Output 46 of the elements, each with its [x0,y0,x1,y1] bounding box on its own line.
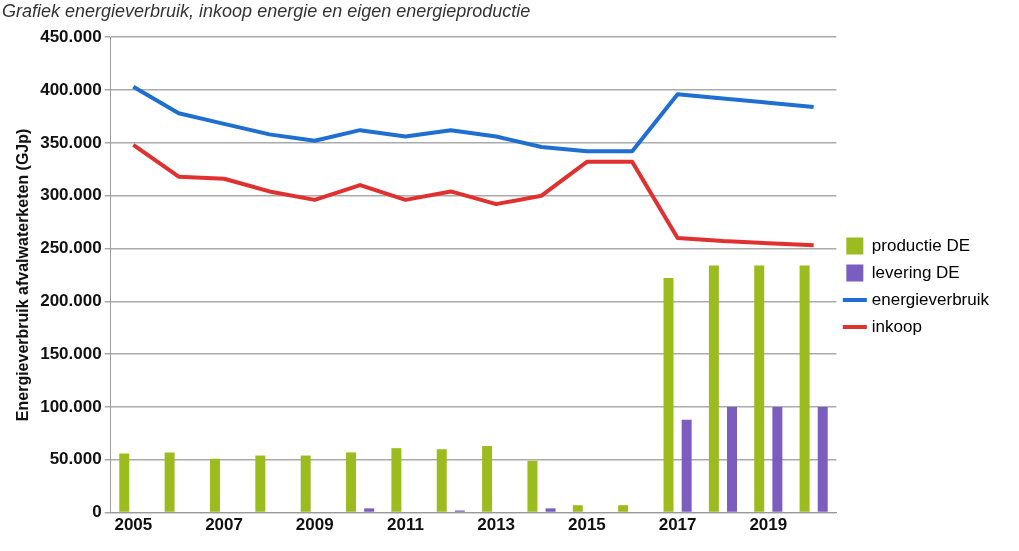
y-tick-label: 350.000 [40,132,102,152]
bar [364,508,375,512]
x-tick-label: 2007 [205,515,243,535]
bar [164,452,175,512]
bar [527,460,538,512]
bar [572,505,583,512]
y-axis-title: Energieverbruik afvalwaterketen (GJp) [14,128,32,422]
bar [482,446,493,512]
y-tick-label: 450.000 [40,26,102,46]
y-tick-label: 200.000 [40,291,102,310]
bar [681,419,692,512]
legend-label: inkoop [871,316,922,336]
y-tick-label: 100.000 [40,396,102,416]
bar [300,455,311,512]
x-tick-label: 2009 [295,515,334,535]
x-tick-label: 2011 [387,515,424,535]
y-tick-label: 400.000 [40,79,102,99]
y-tick-label: 300.000 [40,185,102,205]
bar [754,265,765,512]
y-tick-label: 50.000 [49,449,102,469]
bar [209,458,220,512]
bar [545,508,556,512]
bar [708,265,719,512]
legend-label: productie DE [871,235,971,255]
bar [799,265,810,512]
bar [817,406,828,512]
x-tick-label: 2019 [749,515,788,535]
bar [255,455,266,512]
x-tick-label: 2005 [114,515,153,535]
bar [391,448,402,512]
y-tick-label: 150.000 [40,343,102,363]
x-tick-label: 2017 [658,515,697,535]
bar [436,449,447,512]
bar [727,406,737,512]
bar [346,452,357,512]
legend-label: levering DE [871,262,960,282]
bar [618,505,629,512]
y-tick-label: 0 [92,502,102,522]
y-tick-label: 250.000 [40,238,102,258]
legend-label: energieverbruik [871,289,990,309]
bar [119,453,130,512]
x-tick-label: 2013 [477,515,516,535]
bar [772,406,783,512]
x-tick-label: 2015 [567,515,606,535]
bar [663,278,674,512]
chart-title: Grafiek energieverbruik, inkoop energie en eigen energieproductie [2,0,531,22]
